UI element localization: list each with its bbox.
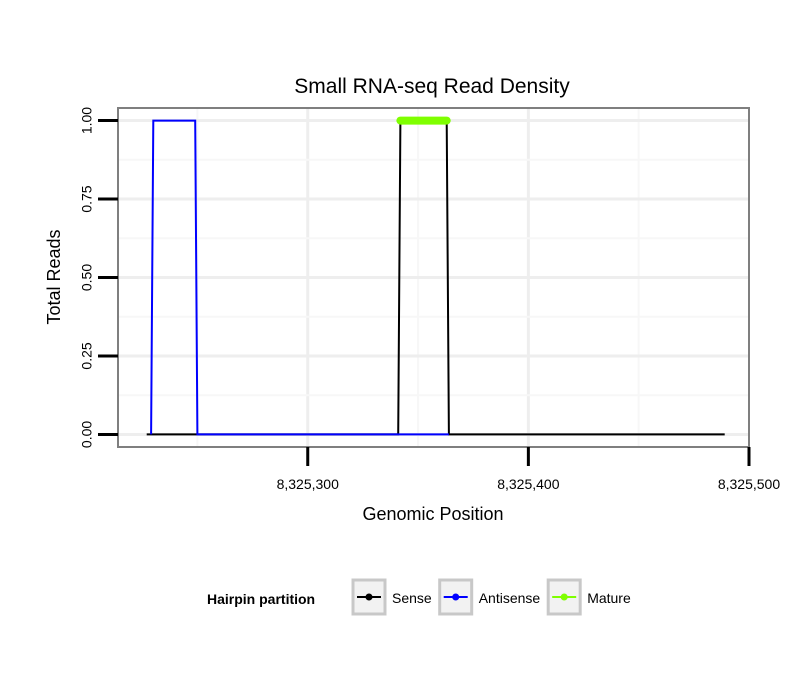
legend-key-point — [560, 593, 568, 601]
series-layer — [146, 116, 725, 436]
legend-title: Hairpin partition — [207, 591, 315, 607]
legend-label-sense: Sense — [392, 590, 432, 606]
axes: 0.00 0.25 0.50 0.75 1.00 8,325,300 8,325,400 8,… — [79, 107, 781, 492]
y-tick-label: 1.00 — [79, 107, 95, 134]
y-tick-label: 0.25 — [79, 342, 95, 369]
x-tick-label: 8,325,500 — [718, 476, 780, 492]
y-tick-label: 0.75 — [79, 185, 95, 212]
x-tick-label: 8,325,300 — [277, 476, 339, 492]
x-tick-label: 8,325,400 — [497, 476, 559, 492]
y-tick-label: 0.50 — [79, 264, 95, 291]
legend: Hairpin partition Sense Antisense Mature — [207, 578, 631, 616]
x-axis-label: Genomic Position — [362, 504, 503, 524]
legend-key-point — [365, 593, 373, 601]
legend-key-point — [452, 593, 460, 601]
y-tick-label: 0.00 — [79, 421, 95, 448]
chart-title: Small RNA-seq Read Density — [294, 75, 570, 98]
series-line-antisense — [150, 119, 449, 436]
legend-label-antisense: Antisense — [479, 590, 541, 606]
legend-label-mature: Mature — [587, 590, 631, 606]
y-axis-label: Total Reads — [44, 229, 64, 324]
grid — [118, 108, 749, 447]
